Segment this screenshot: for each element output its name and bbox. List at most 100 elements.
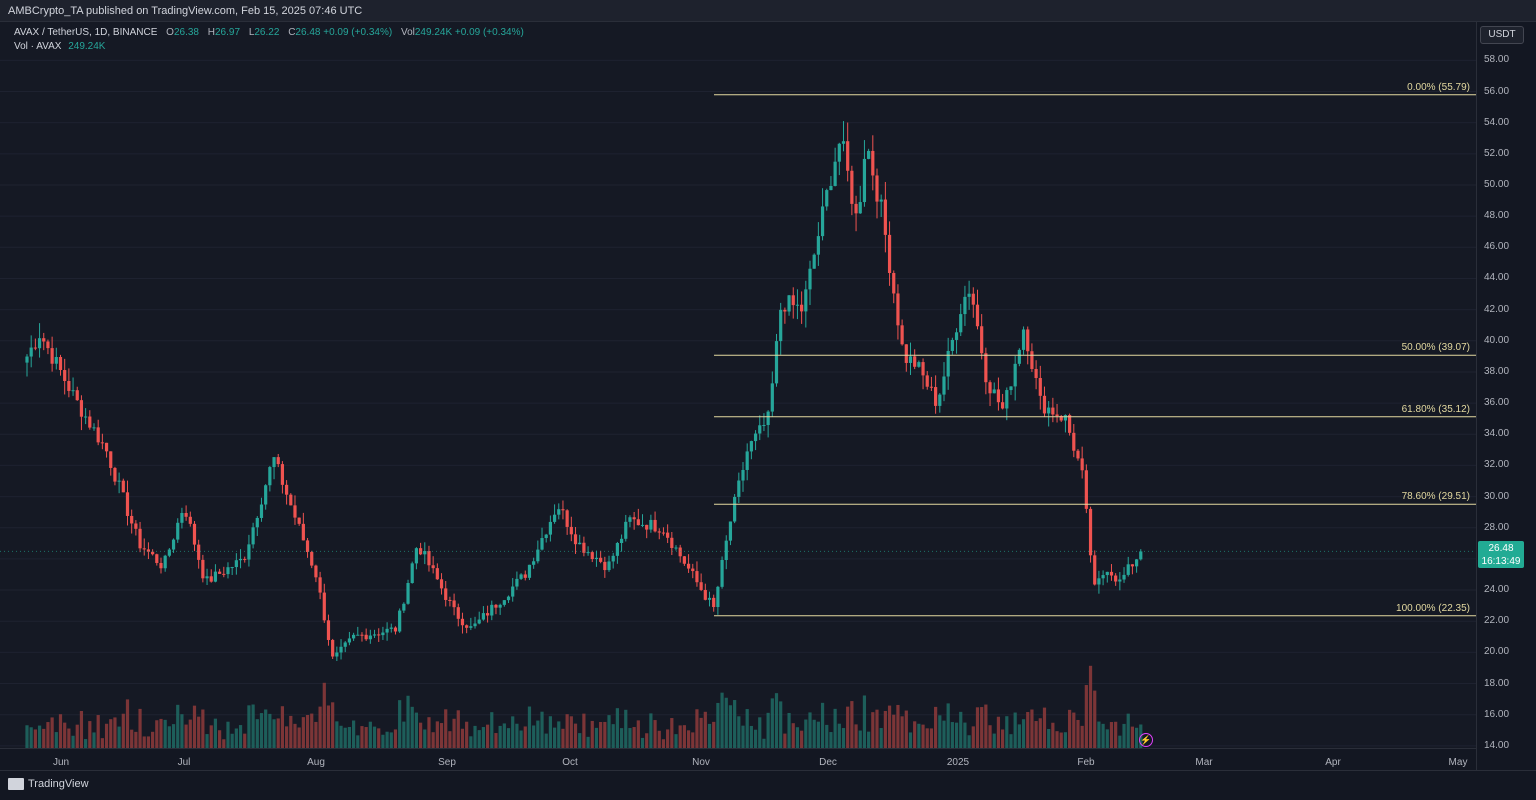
volume-bar xyxy=(699,717,703,748)
volume-bar xyxy=(398,700,402,748)
candle xyxy=(1134,559,1139,567)
candle xyxy=(645,524,649,530)
candle xyxy=(653,519,657,532)
volume-legend-value: 249.24K xyxy=(68,41,106,52)
legend-c-label: C xyxy=(288,27,296,38)
candle xyxy=(1042,395,1047,414)
volume-bar xyxy=(804,719,808,748)
volume-bar xyxy=(431,732,435,748)
candle xyxy=(607,561,611,571)
volume-bar xyxy=(201,709,205,748)
price-tick-label: 54.00 xyxy=(1484,116,1510,128)
volume-bar xyxy=(452,718,456,748)
tradingview-brand: TradingView xyxy=(28,778,89,790)
candle xyxy=(812,254,816,269)
volume-bar xyxy=(159,718,163,748)
tradingview-logo[interactable]: TradingView xyxy=(8,778,89,791)
volume-bar xyxy=(1114,721,1118,748)
volume-bar xyxy=(716,702,720,748)
candle xyxy=(222,573,226,575)
time-tick-label: Nov xyxy=(692,757,710,768)
candle xyxy=(243,558,247,560)
candle xyxy=(331,639,335,657)
candle xyxy=(125,492,130,516)
candle xyxy=(942,376,946,395)
candle xyxy=(79,400,84,417)
fib-level-label: 0.00% (55.79) xyxy=(1407,81,1470,93)
volume-bar xyxy=(130,729,134,748)
candle xyxy=(259,504,264,518)
time-axis[interactable] xyxy=(0,748,1476,770)
volume-bar xyxy=(615,708,619,748)
volume-bar xyxy=(406,695,410,748)
candle xyxy=(226,567,230,575)
volume-bar xyxy=(1009,734,1013,748)
volume-bar xyxy=(360,726,364,748)
volume-bar xyxy=(800,730,804,748)
candle xyxy=(104,442,109,452)
volume-bar xyxy=(1076,719,1080,748)
price-tick-label: 30.00 xyxy=(1484,490,1510,502)
candle xyxy=(25,356,29,363)
volume-bar xyxy=(381,734,385,748)
candle xyxy=(138,528,142,549)
volume-bar xyxy=(946,703,950,748)
volume-bar xyxy=(418,722,423,748)
volume-bar xyxy=(75,724,79,748)
candle xyxy=(552,514,557,522)
candle xyxy=(674,547,678,549)
candle xyxy=(871,150,875,176)
volume-bar xyxy=(1093,690,1097,748)
volume-bar xyxy=(603,721,607,748)
candle xyxy=(255,517,259,528)
volume-bar xyxy=(674,734,678,748)
volume-bar xyxy=(205,734,209,748)
volume-bar xyxy=(753,729,758,748)
chart-area[interactable] xyxy=(0,22,1476,770)
candle xyxy=(305,540,310,553)
price-axis[interactable] xyxy=(1476,22,1536,770)
candle xyxy=(88,416,92,428)
candle xyxy=(762,425,766,427)
candle xyxy=(1088,508,1093,556)
candle xyxy=(532,561,536,565)
publisher-bar: AMBCrypto_TA published on TradingView.co… xyxy=(0,0,1536,22)
volume-bar xyxy=(58,714,63,748)
time-tick-label: Aug xyxy=(307,757,325,768)
candle xyxy=(670,537,674,548)
volume-legend-label[interactable]: Vol · AVAX xyxy=(14,41,62,52)
candle xyxy=(996,389,1001,403)
candle xyxy=(134,523,138,529)
current-price-tag: 26.48 16:13:49 xyxy=(1478,541,1524,568)
candle xyxy=(117,480,121,482)
candle xyxy=(804,289,808,312)
candle xyxy=(318,577,322,593)
candle xyxy=(58,357,63,371)
volume-bar xyxy=(762,738,766,748)
candle xyxy=(431,565,435,569)
volume-bar xyxy=(741,725,745,748)
lightning-icon[interactable]: ⚡ xyxy=(1139,733,1153,747)
candle xyxy=(632,517,636,520)
volume-bar xyxy=(846,706,850,748)
candle xyxy=(159,562,163,569)
price-tick-label: 22.00 xyxy=(1484,615,1510,627)
candle xyxy=(230,567,234,569)
volume-bar xyxy=(465,721,469,748)
candle xyxy=(322,592,326,621)
volume-bar xyxy=(25,725,29,748)
currency-button[interactable]: USDT xyxy=(1480,26,1524,44)
legend-symbol[interactable]: AVAX / TetherUS, 1D, BINANCE xyxy=(14,27,158,38)
volume-bar xyxy=(167,726,171,748)
volume-bar xyxy=(590,720,594,748)
volume-bar xyxy=(573,723,578,748)
candle xyxy=(682,556,686,564)
candle xyxy=(197,544,201,560)
candle xyxy=(808,268,812,290)
volume-bar xyxy=(402,721,406,748)
volume-bar xyxy=(310,713,314,748)
candle xyxy=(578,542,582,545)
volume-bar xyxy=(971,726,975,748)
volume-bar xyxy=(490,712,494,748)
candle xyxy=(829,185,833,191)
